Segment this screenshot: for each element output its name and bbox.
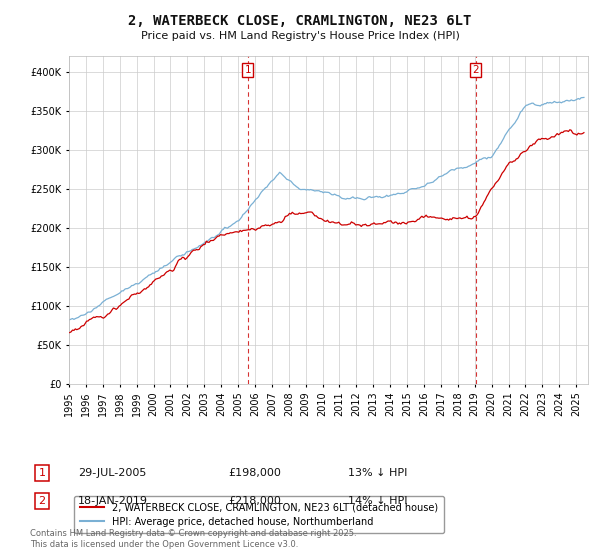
Text: 14% ↓ HPI: 14% ↓ HPI [348,496,407,506]
Text: 2: 2 [472,65,479,75]
Text: £198,000: £198,000 [228,468,281,478]
Text: 13% ↓ HPI: 13% ↓ HPI [348,468,407,478]
Text: 2, WATERBECK CLOSE, CRAMLINGTON, NE23 6LT: 2, WATERBECK CLOSE, CRAMLINGTON, NE23 6L… [128,14,472,28]
Text: 18-JAN-2019: 18-JAN-2019 [78,496,148,506]
Text: Price paid vs. HM Land Registry's House Price Index (HPI): Price paid vs. HM Land Registry's House … [140,31,460,41]
Text: 2: 2 [38,496,46,506]
Text: 29-JUL-2005: 29-JUL-2005 [78,468,146,478]
Text: 1: 1 [38,468,46,478]
Text: 1: 1 [244,65,251,75]
Text: Contains HM Land Registry data © Crown copyright and database right 2025.
This d: Contains HM Land Registry data © Crown c… [30,529,356,549]
Text: £218,000: £218,000 [228,496,281,506]
Legend: 2, WATERBECK CLOSE, CRAMLINGTON, NE23 6LT (detached house), HPI: Average price, : 2, WATERBECK CLOSE, CRAMLINGTON, NE23 6L… [74,496,444,533]
